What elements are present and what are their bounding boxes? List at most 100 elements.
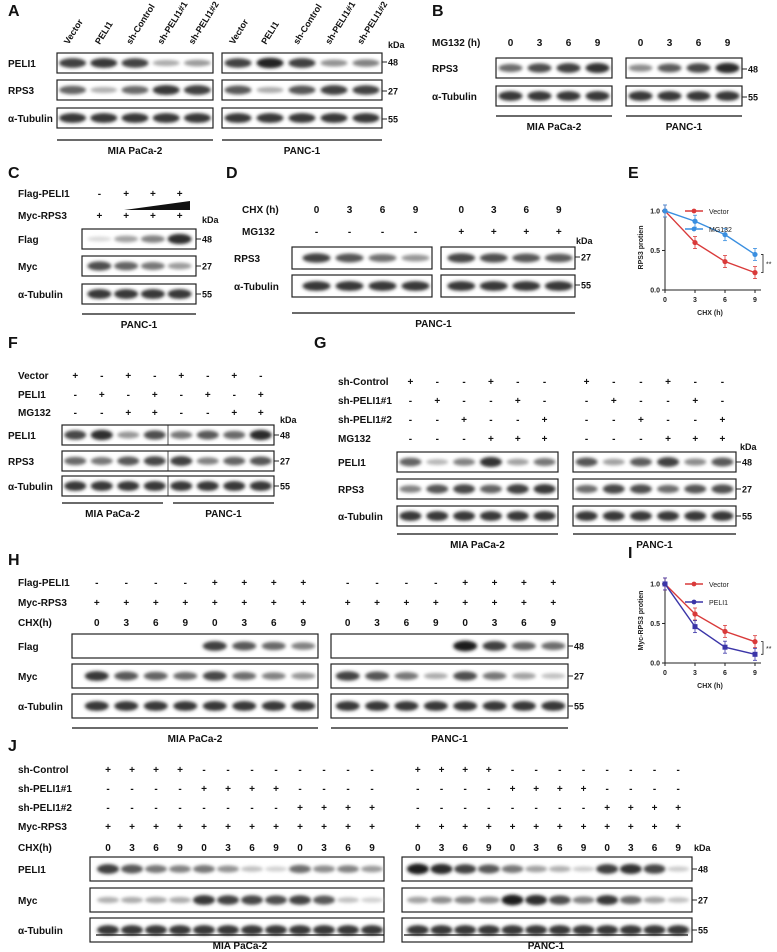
row-label: sh-Control xyxy=(18,765,69,776)
blot-J-right-band xyxy=(406,896,429,904)
blot-G-left-band xyxy=(399,457,422,467)
blot-A-left-band xyxy=(121,85,149,95)
panel-letter-I: I xyxy=(628,545,632,562)
blot-G-right-band xyxy=(684,484,707,494)
sign: + xyxy=(533,784,539,795)
sign: - xyxy=(414,227,417,238)
row-label: Myc-RPS3 xyxy=(18,822,67,833)
sign: + xyxy=(72,371,78,382)
sign: + xyxy=(345,598,351,609)
sign: - xyxy=(605,784,608,795)
blot-G-right-band xyxy=(602,484,625,494)
sign: - xyxy=(440,784,443,795)
blot-H-right-band xyxy=(541,641,566,651)
row-label: Myc xyxy=(18,262,38,273)
sign: + xyxy=(492,578,498,589)
blot-H-left-band xyxy=(232,701,257,711)
blot-H-left-band xyxy=(173,701,198,711)
sign: + xyxy=(462,765,468,776)
sign: - xyxy=(184,578,187,589)
kda-marker: 48 xyxy=(388,58,398,68)
kda-marker: 55 xyxy=(574,702,584,712)
blot-B-left-band xyxy=(556,63,581,73)
sign: - xyxy=(206,408,209,419)
blot-J-right-band xyxy=(430,896,453,904)
sign: + xyxy=(719,434,725,445)
blot-B-right xyxy=(625,85,743,107)
sign: + xyxy=(515,396,521,407)
legend-marker xyxy=(691,581,697,587)
sign: - xyxy=(416,784,419,795)
blot-J-left-band xyxy=(145,925,167,935)
row-label: RPS3 xyxy=(432,64,459,75)
sign: + xyxy=(556,227,562,238)
row-label: PELI1 xyxy=(8,59,36,70)
blot-A-left-band xyxy=(152,59,180,67)
blot-C-band xyxy=(167,289,192,299)
row-label: α-Tubulin xyxy=(234,282,279,293)
blot-H-right-band xyxy=(394,701,419,711)
sign: - xyxy=(543,377,546,388)
blot-B-left-band xyxy=(498,91,523,101)
sign: - xyxy=(489,415,492,426)
kda-marker: 55 xyxy=(748,93,758,103)
lane-label: sh-PELI1#2 xyxy=(355,0,389,46)
blot-H-right-band xyxy=(453,640,478,652)
blot-J-right-band xyxy=(596,895,619,905)
blot-J-right-band xyxy=(454,864,477,874)
blot-F-band xyxy=(64,456,87,466)
blot-A-left-band xyxy=(152,113,180,123)
y-axis-label: Myc-RPS3 protien xyxy=(638,591,645,651)
blot-H-right-band xyxy=(394,672,419,680)
sign: - xyxy=(585,415,588,426)
sign: - xyxy=(130,784,133,795)
row-label: Myc-RPS3 xyxy=(18,211,67,222)
sign: + xyxy=(129,822,135,833)
sign: + xyxy=(152,408,158,419)
sign: - xyxy=(100,408,103,419)
blot-B-left xyxy=(495,85,613,107)
sign: + xyxy=(153,765,159,776)
sign: + xyxy=(273,784,279,795)
lane-label: sh-Control xyxy=(291,2,324,46)
timepoint: 9 xyxy=(595,38,601,49)
lane-label: Vector xyxy=(62,17,85,46)
blot-G-right-band xyxy=(657,484,680,494)
blot-A-left-band xyxy=(59,58,87,68)
blot-A-right-band xyxy=(224,85,252,95)
sign: + xyxy=(153,822,159,833)
blot-G-right-band xyxy=(602,511,625,521)
blot-C-band xyxy=(114,289,139,299)
row-label: sh-PELI1#2 xyxy=(338,415,392,426)
sign: 0 xyxy=(604,843,610,854)
lane-label: sh-PELI1#1 xyxy=(323,0,357,46)
data-point xyxy=(692,218,698,224)
blot-D-right-band xyxy=(479,253,508,263)
sign: - xyxy=(462,377,465,388)
blot-H-left-band xyxy=(173,671,198,681)
blot-J-right-band xyxy=(572,896,595,904)
row-label: PELI1 xyxy=(18,865,46,876)
sign: 3 xyxy=(374,618,380,629)
sign: + xyxy=(638,415,644,426)
blot-D-left-band xyxy=(302,253,331,263)
row-label: Vector xyxy=(18,371,49,382)
blot-J-left-band xyxy=(193,865,215,873)
row-label: RPS3 xyxy=(234,254,261,265)
blot-H-left-band xyxy=(143,671,168,681)
sign: - xyxy=(511,765,514,776)
blot-H-left-band xyxy=(202,671,227,681)
row-label: sh-PELI1#2 xyxy=(18,803,72,814)
panel-letter-A: A xyxy=(8,3,20,20)
sign: - xyxy=(95,578,98,589)
data-point xyxy=(662,208,668,214)
legend-marker xyxy=(691,226,697,232)
sign: - xyxy=(543,396,546,407)
sign: 6 xyxy=(249,843,255,854)
sign: 9 xyxy=(433,618,439,629)
blot-J-left-band xyxy=(265,895,287,905)
blot-J-left-band xyxy=(337,897,359,903)
sign: + xyxy=(300,598,306,609)
timepoint: 3 xyxy=(347,205,353,216)
blot-J-left-band xyxy=(361,897,383,903)
